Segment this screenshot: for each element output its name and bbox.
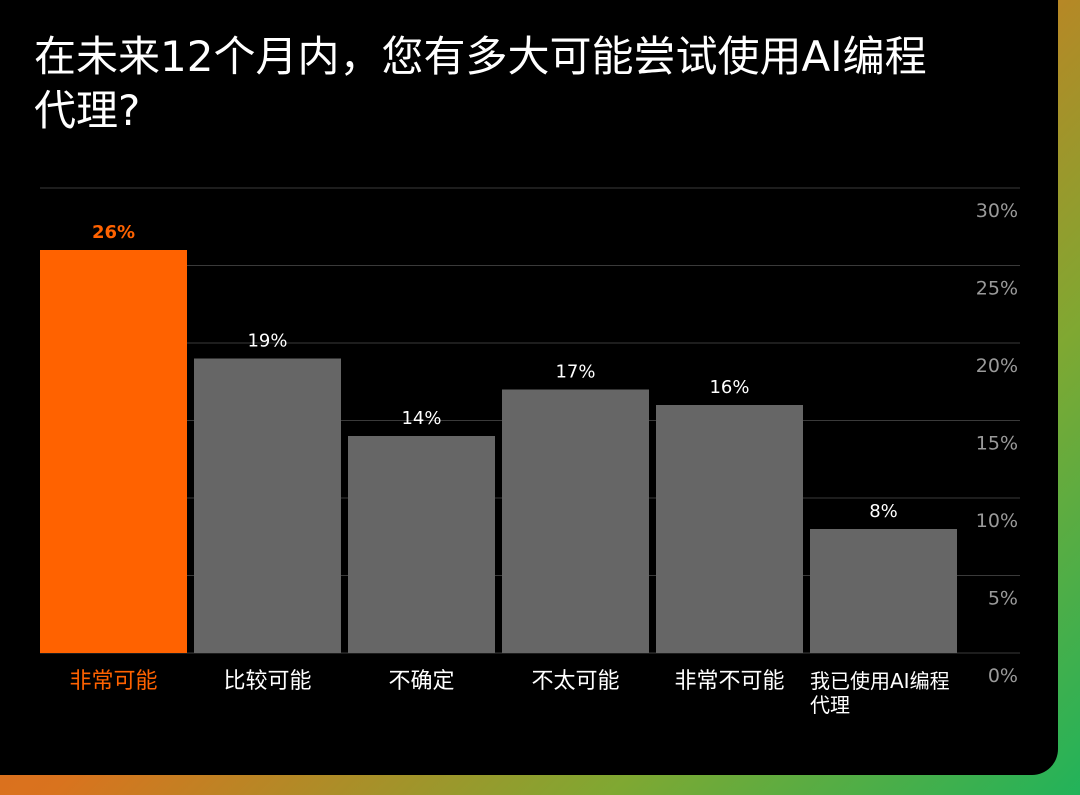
x-category-label: 不太可能: [531, 669, 619, 694]
chart-title: 在未来12个月内，您有多大可能尝试使用AI编程代理?: [34, 32, 927, 135]
x-category-label: 非常可能: [69, 669, 157, 694]
bar: [656, 405, 803, 653]
chart-card: 在未来12个月内，您有多大可能尝试使用AI编程代理? 0% 5% 10% 15% 20%…: [0, 0, 1058, 775]
bar: [810, 529, 957, 653]
y-tick-label: 0%: [988, 665, 1018, 687]
y-tick-label: 5%: [988, 588, 1018, 610]
bar-value-label: 16%: [709, 377, 749, 398]
bar-value-label: 19%: [247, 331, 287, 352]
x-category-label: 不确定: [388, 669, 454, 694]
y-tick-label: 25%: [976, 278, 1018, 300]
y-tick-label: 15%: [976, 433, 1018, 455]
x-category-label: 非常不可能: [674, 669, 784, 694]
bar: [40, 250, 187, 653]
bar-value-label: 8%: [869, 501, 898, 522]
bar-value-label: 14%: [401, 408, 441, 429]
y-tick-label: 20%: [976, 355, 1018, 377]
x-category-label: 代理: [810, 693, 850, 717]
x-category-label: 比较可能: [223, 669, 311, 694]
bar-chart: 0% 5% 10% 15% 20% 25% 30% 26% 非常可能 19% 比较可能 14% 不确定 1…: [40, 187, 1020, 717]
y-tick-label: 30%: [976, 200, 1018, 222]
bar: [502, 389, 649, 653]
bar: [348, 436, 495, 653]
bar: [194, 358, 341, 653]
x-category-label: 我已使用AI编程: [810, 669, 950, 693]
bar-value-label: 26%: [92, 222, 135, 243]
bar-value-label: 17%: [555, 362, 595, 383]
y-tick-label: 10%: [976, 510, 1018, 532]
